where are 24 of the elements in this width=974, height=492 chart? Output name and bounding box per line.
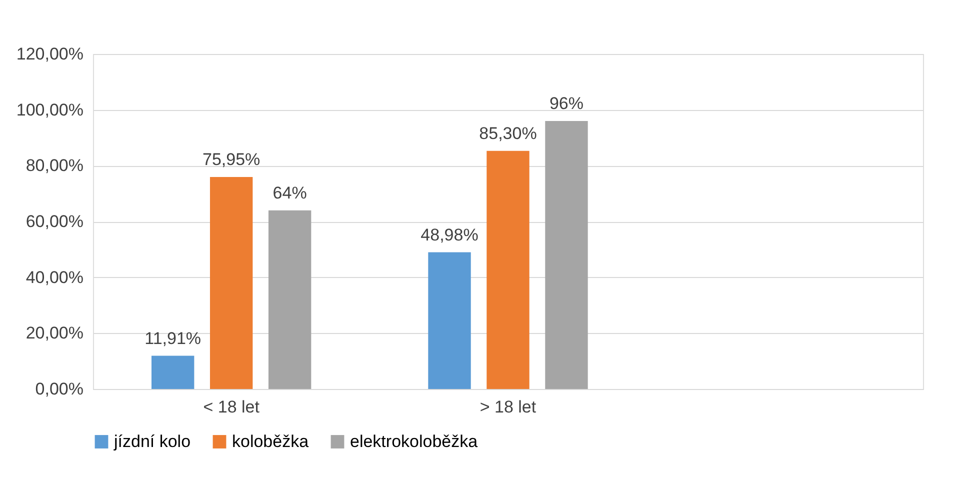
legend-label: jízdní kolo (113, 432, 191, 451)
y-tick-label: 20,00% (26, 324, 84, 343)
y-tick-label: 0,00% (35, 380, 84, 398)
y-tick-label: 100,00% (16, 100, 84, 120)
bar (486, 150, 530, 389)
legend-label: elektrokoloběžka (350, 432, 478, 451)
data-label: 75,95% (202, 150, 260, 169)
bar (545, 121, 588, 389)
data-label: 48,98% (420, 225, 478, 244)
bar (268, 210, 312, 389)
data-label: 96% (549, 94, 584, 113)
data-label: 85,30% (479, 124, 537, 143)
data-label: 64% (272, 183, 307, 202)
x-tick-label: > 18 let (480, 398, 536, 416)
y-tick-label: 60,00% (26, 212, 84, 231)
y-tick-label: 80,00% (26, 156, 84, 176)
y-tick-label: 40,00% (26, 268, 84, 287)
bar (428, 252, 471, 389)
bar (151, 356, 194, 389)
bar (210, 176, 253, 389)
x-tick-label: < 18 let (203, 398, 260, 416)
legend-label: koloběžka (232, 432, 310, 451)
y-tick-label: 120,00% (16, 44, 84, 64)
data-label: 11,91% (144, 328, 202, 348)
